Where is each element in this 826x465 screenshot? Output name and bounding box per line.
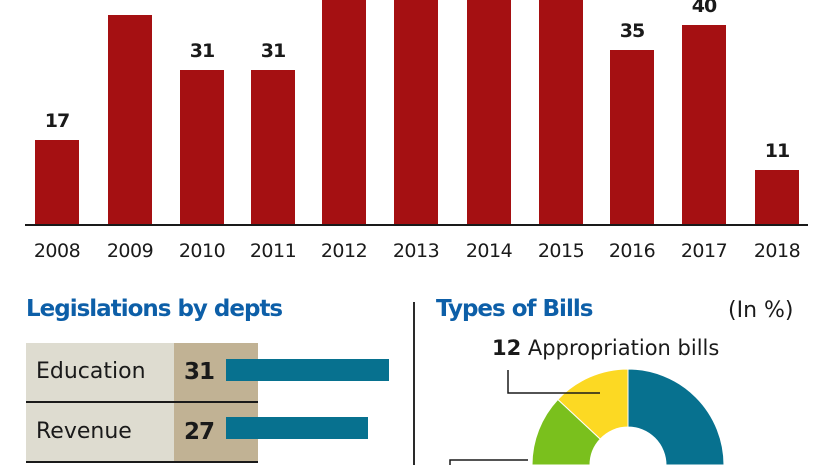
bar-value-label-2018: 11 xyxy=(765,140,789,162)
bars-group: 17 31 31 35 40 11 xyxy=(35,0,799,225)
x-tick-2018: 2018 xyxy=(754,240,800,262)
bar-value-label-2016: 35 xyxy=(620,20,644,42)
bills-section-title: Types of Bills xyxy=(436,296,593,322)
slice-blue xyxy=(627,368,725,465)
appropriation-label: 12 Appropriation bills xyxy=(492,336,719,360)
bar-2012 xyxy=(322,0,366,225)
slice-green xyxy=(531,398,601,465)
dept-bar xyxy=(226,359,389,381)
appropriation-text: Appropriation bills xyxy=(527,336,720,360)
x-tick-2010: 2010 xyxy=(179,240,225,262)
bar-value-label-2008: 17 xyxy=(45,110,69,132)
dept-table: Education 31 Revenue 27 xyxy=(26,343,426,463)
bar-2017 xyxy=(682,25,726,225)
section-divider xyxy=(413,302,415,465)
x-tick-labels: 2008 2009 2010 2011 2012 2013 2014 2015 2016 2017… xyxy=(34,240,801,262)
x-tick-2012: 2012 xyxy=(321,240,367,262)
dept-name: Revenue xyxy=(26,403,174,461)
bill-types-donut xyxy=(449,368,725,465)
x-tick-2013: 2013 xyxy=(393,240,439,262)
bar-2018 xyxy=(755,170,799,225)
bar-2011 xyxy=(251,70,295,225)
bar-2016 xyxy=(610,50,654,225)
donut-slices xyxy=(531,368,725,465)
bar-2014 xyxy=(467,0,511,225)
bar-2013 xyxy=(394,0,438,225)
bar-value-label-2011: 31 xyxy=(261,40,285,62)
bills-unit-label: (In %) xyxy=(728,298,794,323)
x-tick-2017: 2017 xyxy=(681,240,727,262)
dept-row-revenue: Revenue 27 xyxy=(26,403,426,463)
row-divider xyxy=(26,401,258,403)
bar-2015 xyxy=(539,0,583,225)
bar-2008 xyxy=(35,140,79,225)
dept-row-education: Education 31 xyxy=(26,343,426,403)
bar-2010 xyxy=(180,70,224,225)
x-tick-2008: 2008 xyxy=(34,240,80,262)
x-tick-2015: 2015 xyxy=(538,240,584,262)
leader-line-second xyxy=(449,459,528,465)
bar-2009 xyxy=(108,15,152,225)
x-tick-2009: 2009 xyxy=(107,240,153,262)
x-tick-2011: 2011 xyxy=(250,240,296,262)
x-tick-2016: 2016 xyxy=(609,240,655,262)
row-divider xyxy=(26,461,258,463)
bar-value-label-2017: 40 xyxy=(692,0,717,17)
dept-name: Education xyxy=(26,343,174,401)
dept-section-title: Legislations by depts xyxy=(26,296,283,322)
dept-bar xyxy=(226,417,368,439)
yearly-bar-chart: 17 31 31 35 40 11 2008 2009 2010 2011 2012 2013 201… xyxy=(25,0,808,262)
bar-value-label-2010: 31 xyxy=(190,40,214,62)
x-tick-2014: 2014 xyxy=(466,240,513,262)
dept-count: 31 xyxy=(174,343,258,401)
appropriation-value: 12 xyxy=(492,336,522,360)
leader-line-appropriation xyxy=(507,370,600,394)
